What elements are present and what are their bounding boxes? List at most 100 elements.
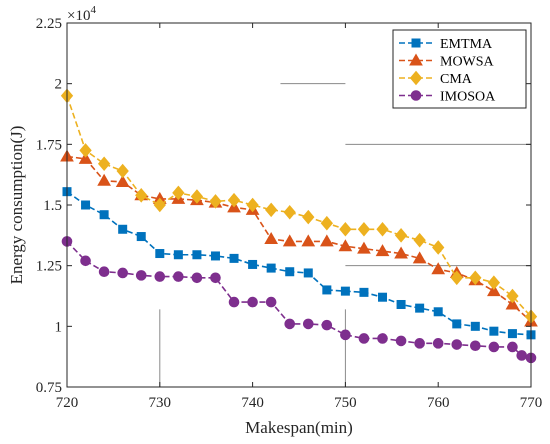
y-tick-label: 1.75: [36, 137, 62, 153]
data-point-imosoa: [302, 318, 314, 330]
data-point-imosoa: [395, 335, 407, 347]
data-point-cma: [320, 215, 333, 231]
data-point-emtma: [136, 232, 146, 242]
data-point-cma: [302, 209, 315, 225]
data-point-imosoa: [80, 255, 91, 267]
data-point-mowsa: [375, 244, 390, 257]
data-point-imosoa: [377, 333, 388, 344]
x-tick-label: 740: [241, 395, 264, 411]
data-point-mowsa: [282, 234, 297, 247]
data-point-imosoa: [265, 296, 277, 308]
legend-marker-mowsa: [409, 53, 423, 66]
data-point-imosoa: [98, 266, 110, 278]
y-tick-label: 1.25: [36, 259, 62, 275]
data-point-emtma: [433, 307, 443, 317]
data-point-cma: [376, 221, 389, 237]
data-point-cma: [339, 221, 352, 237]
data-point-mowsa: [301, 234, 316, 247]
y-axis-multiplier: ×104: [67, 4, 96, 24]
data-point-cma: [432, 240, 445, 255]
data-point-emtma: [155, 249, 165, 259]
data-point-cma: [190, 189, 204, 204]
data-point-emtma: [452, 319, 462, 329]
data-point-cma: [283, 205, 296, 220]
legend-marker-cma: [409, 70, 423, 86]
data-point-mowsa: [264, 231, 279, 244]
legend-item-imosoa: IMOSOA: [399, 90, 496, 105]
legend-label-emtma: EMTMA: [440, 37, 493, 52]
x-tick-label: 720: [56, 395, 79, 411]
data-point-emtma: [210, 251, 220, 261]
y-tick-label: 2.25: [36, 16, 62, 32]
data-point-imosoa: [488, 341, 500, 353]
y-tick-label: 0.75: [36, 380, 62, 396]
y-tick-label: 1: [55, 319, 63, 335]
series-emtma: [62, 187, 536, 340]
data-point-cma: [357, 221, 371, 237]
data-point-cma: [506, 288, 519, 304]
data-point-imosoa: [470, 340, 481, 352]
data-point-emtma: [229, 253, 239, 263]
data-point-mowsa: [97, 173, 111, 186]
data-point-cma: [135, 188, 148, 203]
ticks-layer: 720 730 740 750 760 770 0.75 1 1.25 1.5 1.75 2 2.25: [36, 16, 543, 411]
data-point-emtma: [266, 263, 276, 273]
data-point-mowsa: [412, 251, 427, 264]
data-point-cma: [172, 185, 185, 201]
series-line-cma: [66, 95, 532, 318]
data-point-mowsa: [357, 241, 371, 254]
data-point-emtma: [507, 329, 517, 339]
data-point-imosoa: [117, 267, 128, 279]
data-point-mowsa: [115, 174, 130, 187]
data-point-mowsa: [431, 262, 446, 275]
data-point-imosoa: [210, 272, 221, 284]
data-point-mowsa: [338, 239, 353, 252]
y-axis-multiplier-base: ×10: [67, 8, 90, 24]
data-point-emtma: [303, 268, 313, 278]
data-point-emtma: [118, 224, 128, 234]
series-cma: [60, 88, 538, 324]
x-tick-label: 750: [334, 395, 357, 411]
data-point-imosoa: [432, 338, 444, 349]
data-point-cma: [246, 197, 259, 213]
data-point-emtma: [192, 250, 202, 260]
data-point-mowsa: [319, 234, 334, 247]
data-point-emtma: [285, 267, 295, 277]
series-layer: [60, 88, 538, 364]
legend-label-imosoa: IMOSOA: [440, 90, 496, 105]
legend-label-cma: CMA: [440, 72, 473, 87]
data-point-cma: [79, 143, 92, 158]
data-point-imosoa: [228, 296, 240, 308]
y-tick-label: 2: [55, 77, 63, 93]
data-point-imosoa: [507, 341, 518, 353]
data-point-emtma: [378, 292, 388, 302]
data-point-imosoa: [516, 350, 528, 361]
x-axis-label: Makespan(min): [245, 418, 353, 437]
data-point-cma: [413, 232, 426, 248]
y-tick-label: 1.5: [43, 198, 62, 214]
data-point-emtma: [470, 321, 480, 331]
data-point-imosoa: [358, 333, 370, 344]
data-point-cma: [97, 156, 111, 172]
data-point-emtma: [359, 287, 369, 297]
data-point-cma: [469, 270, 482, 286]
data-point-imosoa: [340, 329, 351, 341]
data-point-cma: [487, 275, 501, 290]
data-point-emtma: [248, 259, 258, 269]
data-point-cma: [450, 270, 463, 286]
data-point-imosoa: [191, 272, 203, 284]
legend-item-cma: CMA: [399, 70, 473, 87]
series-line-emtma: [66, 191, 532, 336]
data-point-imosoa: [247, 296, 258, 308]
x-tick-label: 770: [520, 395, 543, 411]
data-point-emtma: [396, 299, 406, 309]
data-point-emtma: [415, 303, 425, 313]
data-point-cma: [209, 194, 222, 209]
data-point-cma: [265, 202, 278, 218]
data-point-mowsa: [394, 246, 408, 259]
data-point-imosoa: [135, 270, 147, 281]
data-point-cma: [394, 228, 408, 243]
data-point-cma: [153, 197, 166, 213]
data-point-emtma: [340, 286, 350, 296]
